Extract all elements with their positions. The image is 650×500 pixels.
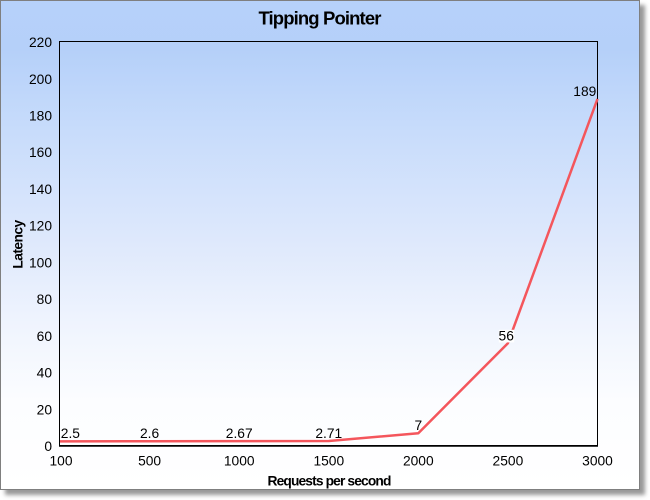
svg-text:1500: 1500 — [313, 454, 344, 469]
svg-text:200: 200 — [29, 72, 52, 87]
svg-text:Latency: Latency — [11, 219, 26, 268]
svg-text:1000: 1000 — [224, 454, 255, 469]
svg-text:140: 140 — [29, 182, 52, 197]
svg-text:0: 0 — [44, 439, 52, 454]
svg-text:2000: 2000 — [403, 454, 434, 469]
svg-text:189: 189 — [573, 84, 596, 99]
svg-text:160: 160 — [29, 145, 52, 160]
svg-text:180: 180 — [29, 109, 52, 124]
svg-text:120: 120 — [29, 219, 52, 234]
svg-text:2.5: 2.5 — [61, 426, 81, 441]
svg-text:2.67: 2.67 — [226, 426, 253, 441]
svg-text:220: 220 — [29, 35, 52, 50]
svg-text:100: 100 — [49, 454, 72, 469]
svg-text:56: 56 — [499, 328, 515, 343]
svg-text:500: 500 — [138, 454, 161, 469]
svg-text:2.6: 2.6 — [140, 426, 160, 441]
svg-text:40: 40 — [37, 366, 53, 381]
svg-text:2.71: 2.71 — [315, 426, 342, 441]
svg-text:60: 60 — [37, 329, 53, 344]
svg-text:Tipping Pointer: Tipping Pointer — [258, 7, 381, 28]
svg-text:Requests per second: Requests per second — [267, 473, 390, 488]
svg-text:3000: 3000 — [582, 454, 613, 469]
svg-text:100: 100 — [29, 255, 52, 270]
svg-text:7: 7 — [414, 418, 422, 433]
svg-text:80: 80 — [37, 292, 53, 307]
svg-text:20: 20 — [37, 402, 53, 417]
svg-text:2500: 2500 — [493, 454, 524, 469]
